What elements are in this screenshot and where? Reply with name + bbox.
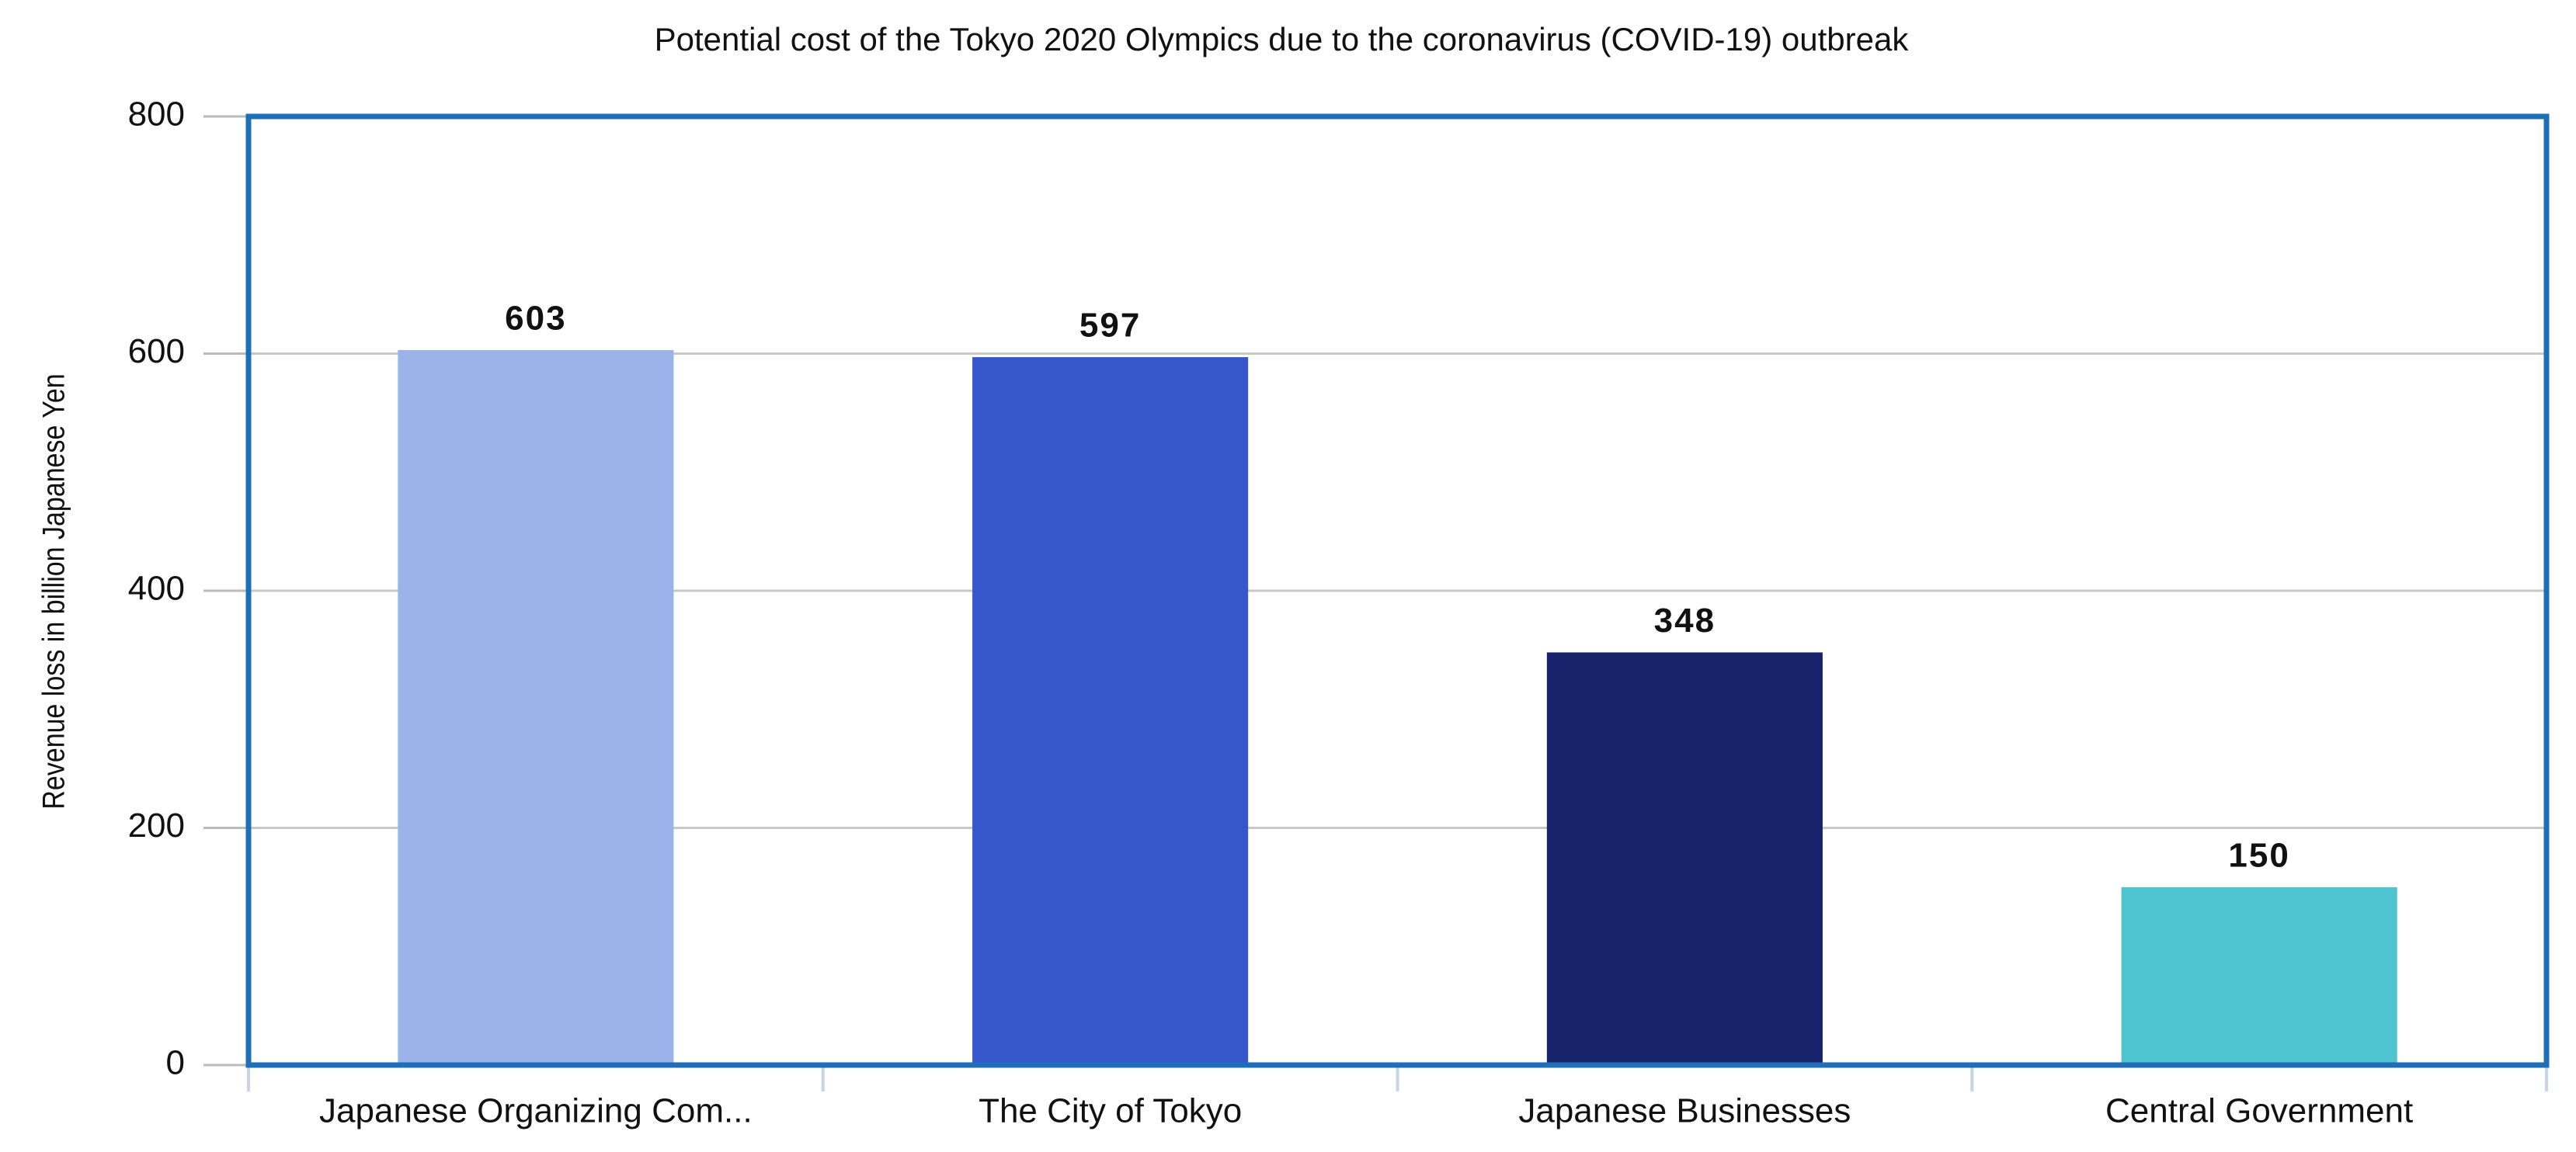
x-tick-label: Central Government <box>2105 1092 2413 1130</box>
bar <box>972 357 1249 1065</box>
value-label: 597 <box>1079 307 1141 345</box>
x-tick-label: Japanese Businesses <box>1518 1092 1851 1130</box>
y-tick-label: 400 <box>128 570 185 608</box>
y-axis-label: Revenue loss in billion Japanese Yen <box>36 373 71 809</box>
value-label: 150 <box>2228 837 2289 875</box>
value-label: 348 <box>1654 602 1716 640</box>
y-tick-label: 600 <box>128 332 185 370</box>
bar <box>1546 652 1823 1065</box>
value-label: 603 <box>505 300 566 338</box>
chart-title: Potential cost of the Tokyo 2020 Olympic… <box>655 21 1910 57</box>
y-tick-label: 0 <box>166 1044 185 1082</box>
bar <box>398 349 674 1066</box>
plot-border <box>245 113 2550 1068</box>
bar <box>2121 887 2397 1065</box>
x-tick-label: Japanese Organizing Com... <box>319 1092 753 1130</box>
y-tick-label: 800 <box>128 95 185 134</box>
y-tick-label: 200 <box>128 807 185 845</box>
x-tick-label: The City of Tokyo <box>979 1092 1242 1130</box>
